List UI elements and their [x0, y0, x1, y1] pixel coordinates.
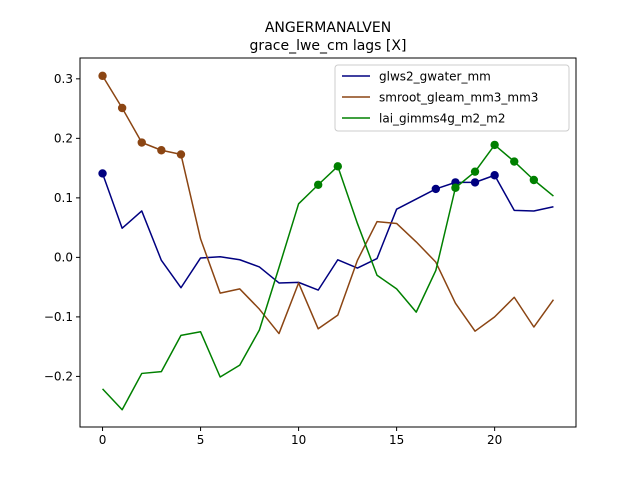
data-point-marker [137, 138, 146, 147]
y-tick-label: 0.3 [54, 72, 73, 86]
x-tick-label: 10 [291, 433, 306, 447]
chart-subtitle: grace_lwe_cm lags [X] [250, 38, 407, 54]
chart-title: ANGERMANALVEN [265, 20, 391, 36]
plot-area [98, 71, 555, 411]
data-point-marker [313, 180, 323, 189]
legend: glws2_gwater_mm smroot_gleam_mm3_mm3 lai_g… [334, 64, 570, 132]
data-point-marker [98, 71, 107, 81]
data-point-marker [490, 140, 499, 150]
data-point-marker [529, 175, 539, 185]
x-axis: 0 5 10 15 20 [99, 427, 502, 447]
plot-frame [79, 57, 577, 428]
data-point-marker [490, 171, 499, 180]
legend-label: glws2_gwater_mm [379, 70, 491, 84]
data-point-marker [470, 167, 480, 176]
y-tick-label: 0.0 [54, 250, 73, 264]
data-point-marker [431, 184, 441, 194]
data-point-marker [451, 183, 460, 192]
data-point-marker [117, 103, 127, 113]
y-tick-label: −0.1 [44, 310, 73, 324]
x-tick-label: 0 [99, 433, 107, 447]
data-point-marker [510, 157, 519, 166]
y-tick-label: 0.2 [54, 131, 73, 145]
y-tick-label: −0.2 [44, 369, 73, 383]
series-line-glws2_gwater_mm [101, 173, 554, 291]
y-tick-label: 0.1 [54, 191, 73, 205]
x-tick-label: 20 [487, 433, 502, 447]
data-point-marker [470, 178, 480, 187]
data-point-marker [333, 162, 343, 171]
legend-label: lai_gimms4g_m2_m2 [379, 112, 506, 126]
data-point-marker [98, 169, 107, 178]
data-point-marker [176, 150, 186, 159]
series-line-lai_gimms4g_m2_m2 [102, 144, 554, 411]
x-tick-label: 15 [389, 433, 404, 447]
y-axis: −0.2 −0.1 0.0 0.1 0.2 0.3 [44, 72, 80, 383]
data-point-marker [157, 146, 166, 155]
legend-box [334, 64, 570, 132]
legend-label: smroot_gleam_mm3_mm3 [379, 91, 538, 105]
x-tick-label: 5 [197, 433, 205, 447]
